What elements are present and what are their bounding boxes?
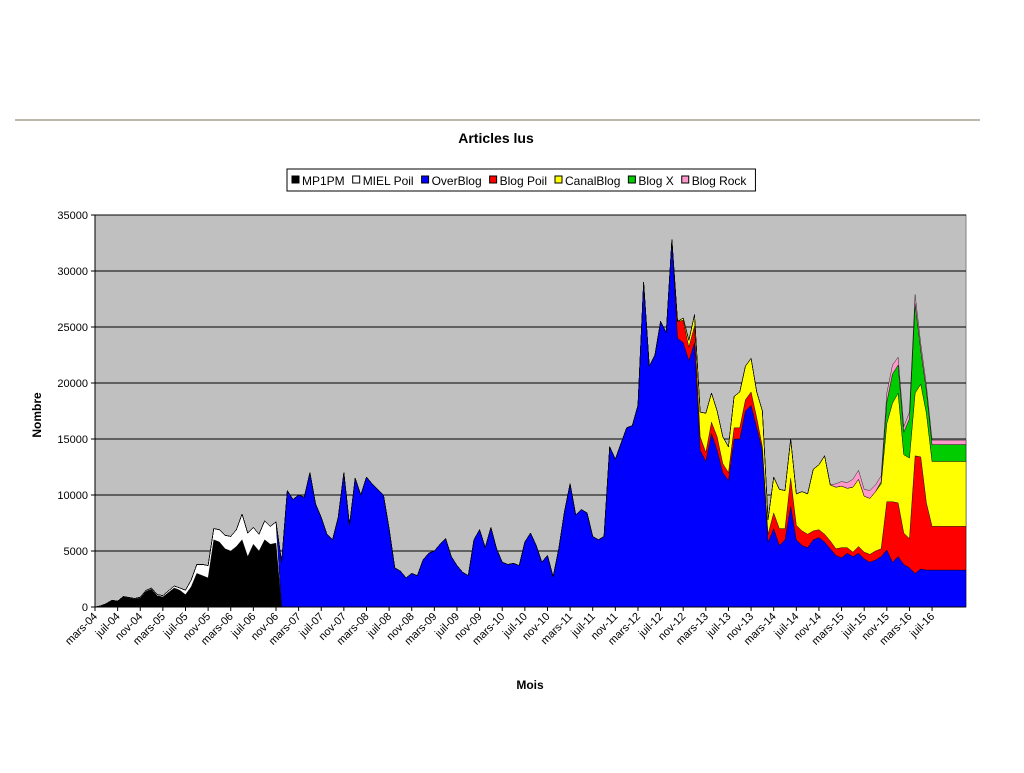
legend-swatch-blog-poil [489,175,498,184]
legend-label-miel-poil: MIEL Poil [363,174,414,188]
y-tick-label: 15000 [57,434,88,446]
legend-swatch-miel-poil [352,175,361,184]
y-tick-label: 35000 [57,210,88,222]
plot-area: 05000100001500020000250003000035000mars-… [57,210,967,648]
legend-label-overblog: OverBlog [432,174,482,188]
legend-label-mp1pm: MP1PM [302,174,345,188]
y-tick-label: 5000 [64,546,88,558]
chart-title: Articles lus [458,130,534,146]
y-tick-label: 30000 [57,266,88,278]
x-axis-title: Mois [516,678,544,692]
legend-label-blog-x: Blog X [638,174,673,188]
legend-box [286,168,756,192]
legend: MP1PM MIEL Poil OverBlog Blog Poil CanalBlog… [286,168,756,192]
legend-swatch-canalblog [554,175,563,184]
legend-label-canalblog: CanalBlog [565,174,620,188]
y-tick-label: 0 [82,602,88,614]
legend-swatch-mp1pm [291,175,300,184]
y-tick-label: 20000 [57,378,88,390]
legend-swatch-blog-x [627,175,636,184]
y-axis-title: Nombre [30,392,44,438]
legend-label-blog-poil: Blog Poil [500,174,547,188]
legend-swatch-overblog [421,175,430,184]
x-tick-label: juil-16 [907,611,937,641]
y-tick-label: 10000 [57,490,88,502]
y-tick-label: 25000 [57,322,88,334]
area-series-blog-rock [94,239,967,608]
legend-label-blog-rock: Blog Rock [692,174,748,188]
legend-swatch-blog-rock [681,175,690,184]
